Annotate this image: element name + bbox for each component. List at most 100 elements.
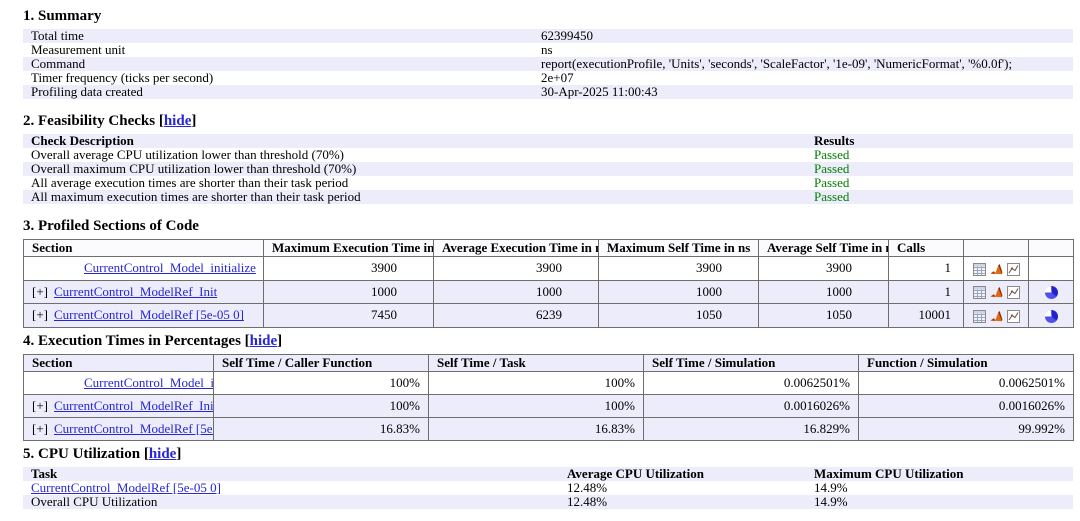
column-header-self-task: Self Time / Task [428,353,644,372]
cpu-heading-text: 5. CPU Utilization [23,445,141,462]
table-row: [+] CurrentControl_ModelRef_Init 1000 100… [23,279,1074,305]
pie-chart-icon[interactable] [1044,309,1058,323]
matlab-icon[interactable] [990,310,1003,323]
table-report-icon[interactable] [972,286,986,300]
table-row: CurrentControl_ModelRef [5e-05 0] 12.48%… [23,481,1073,495]
summary-label: Measurement unit [31,43,126,57]
self-time-caller: 16.83% [213,416,429,441]
table-row: CurrentControl_Model_initialize 3900 390… [23,256,1074,281]
max-self-time: 1000 [598,279,759,305]
column-header-self-sim: Self Time / Simulation [643,353,859,372]
percentages-heading: 4. Execution Times in Percentages [hide] [23,333,1074,349]
pie-cell [1028,279,1074,305]
column-header-calls: Calls [888,239,964,257]
summary-label: Total time [31,29,84,43]
table-header-row: Section Self Time / Caller Function Self… [23,353,1074,372]
table-row: CurrentControl_Model_initialize 100% 100… [23,370,1074,395]
pie-chart-icon[interactable] [1044,286,1058,300]
table-header-row: Task Average CPU Utilization Maximum CPU… [23,466,1073,481]
column-header-self-caller: Self Time / Caller Function [213,353,429,372]
summary-value: 2e+07 [541,71,574,85]
max-exec-time: 7450 [263,303,434,328]
table-row: Timer frequency (ticks per second) 2e+07 [23,71,1073,85]
column-header-avg-self: Average Self Time in ns [758,239,889,257]
summary-heading: 1. Summary [23,8,102,24]
percentages-hide-link[interactable]: hide [249,332,278,349]
plot-icon[interactable] [1006,309,1020,323]
task-label: Overall CPU Utilization [31,494,158,509]
pie-cell [1028,256,1074,281]
max-cpu-utilization: 14.9% [814,494,848,509]
section-link[interactable]: CurrentControl_ModelRef [5e-05 0] [54,307,244,323]
self-time-caller: 100% [213,393,429,418]
table-report-icon[interactable] [972,309,986,323]
section-link[interactable]: CurrentControl_ModelRef_Init [54,397,214,413]
self-time-task: 16.83% [428,416,644,441]
column-header-func-sim: Function / Simulation [858,353,1074,372]
cpu-heading: 5. CPU Utilization [hide] [23,446,1074,462]
task-cell: CurrentControl_ModelRef [5e-05 0] [23,481,559,495]
action-icons-cell [963,256,1029,281]
table-row: All maximum execution times are shorter … [23,190,1073,204]
column-header-max-cpu: Maximum CPU Utilization [814,466,964,481]
avg-exec-time: 3900 [433,256,599,281]
expand-toggle[interactable]: [+] [32,420,48,436]
section-cell: CurrentControl_Model_initialize [23,370,214,395]
column-header-section: Section [23,239,264,257]
check-result: Passed [814,162,850,176]
avg-exec-time: 6239 [433,303,599,328]
self-time-simulation: 0.0016026% [643,393,859,418]
feasibility-hide-link[interactable]: hide [163,113,192,129]
expand-toggle[interactable]: [+] [32,307,48,323]
avg-cpu-utilization: 12.48% [567,494,608,509]
section-cell: [+] CurrentControl_ModelRef [5e-05 0] [23,303,264,328]
feasibility-heading-text: 2. Feasibility Checks [23,113,156,129]
max-self-time: 3900 [598,256,759,281]
section-link[interactable]: CurrentControl_ModelRef_Init [54,283,218,299]
table-header-row: Check Description Results [23,134,1073,148]
self-time-caller: 100% [213,370,429,395]
plot-icon[interactable] [1006,286,1020,300]
avg-self-time: 3900 [758,256,889,281]
avg-self-time: 1050 [758,303,889,328]
section-link[interactable]: CurrentControl_ModelRef [5e-05 0] [54,420,213,436]
section-link[interactable]: CurrentControl_Model_initialize [84,260,256,276]
expand-toggle[interactable]: [+] [32,397,48,413]
bracket-open: [ [158,113,164,129]
column-header-avg-exec: Average Execution Time in ns [433,239,599,257]
table-row: Profiling data created 30-Apr-2025 11:00… [23,85,1073,99]
self-time-simulation: 0.0062501% [643,370,859,395]
column-header-section: Section [23,353,214,372]
percentages-table: Section Self Time / Caller Function Self… [23,353,1074,441]
percentages-heading-text: 4. Execution Times in Percentages [23,332,241,349]
profiled-sections-table: Section Maximum Execution Time in ns Ave… [23,239,1074,328]
max-cpu-utilization: 14.9% [814,480,848,495]
table-row: Overall CPU Utilization 12.48% 14.9% [23,494,1073,509]
matlab-icon[interactable] [990,286,1003,299]
function-simulation: 0.0016026% [858,393,1074,418]
profiled-sections-heading: 3. Profiled Sections of Code [23,218,199,234]
task-cell: Overall CPU Utilization [23,495,559,509]
self-time-task: 100% [428,370,644,395]
check-description: Overall average CPU utilization lower th… [31,148,344,162]
profiling-report-page: 1. Summary Total time 62399450 Measureme… [23,8,1074,509]
table-report-icon[interactable] [972,262,986,276]
function-simulation: 0.0062501% [858,370,1074,395]
table-row: [+] CurrentControl_ModelRef [5e-05 0] 745… [23,303,1074,328]
cpu-hide-link[interactable]: hide [148,445,177,462]
check-result: Passed [814,190,850,204]
summary-label: Timer frequency (ticks per second) [31,71,214,85]
column-header-task: Task [31,466,58,481]
section-cell: [+] CurrentControl_ModelRef_Init [23,279,264,305]
calls-count: 1 [888,279,964,305]
plot-icon[interactable] [1006,262,1020,276]
task-link[interactable]: CurrentControl_ModelRef [5e-05 0] [31,480,221,495]
max-exec-time: 1000 [263,279,434,305]
expand-toggle[interactable]: [+] [32,283,48,299]
column-header-actions [963,239,1029,257]
section-link[interactable]: CurrentControl_Model_initialize [84,374,213,390]
table-row: [+] CurrentControl_ModelRef [5e-05 0] 16.… [23,416,1074,441]
column-header-max-self: Maximum Self Time in ns [598,239,759,257]
matlab-icon[interactable] [990,263,1003,276]
summary-label: Command [31,57,86,71]
